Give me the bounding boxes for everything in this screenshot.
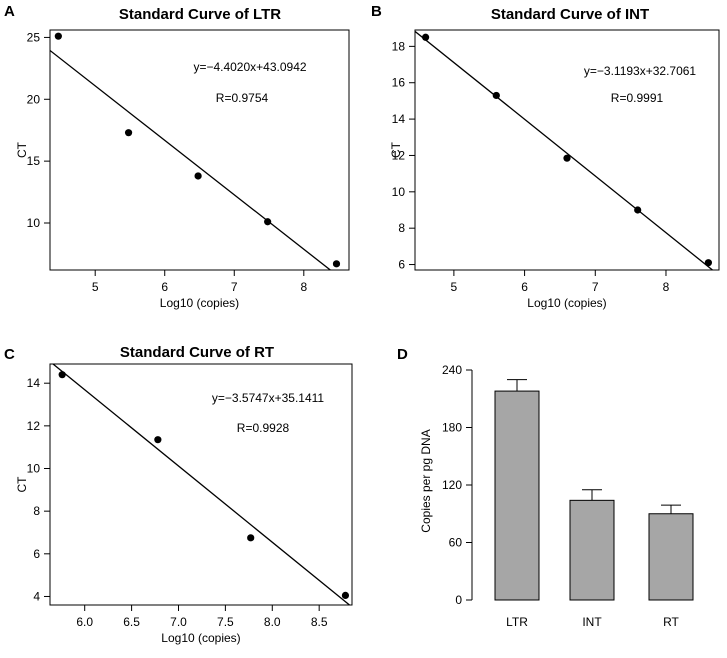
x-tick-label: 8.0 [264,615,281,629]
y-tick-label: 16 [392,76,406,90]
y-tick-label: 10 [27,462,41,476]
data-point [58,371,66,379]
data-point [341,591,350,600]
y-axis-label: CT [389,141,403,158]
x-tick-label: 5 [451,280,458,294]
x-tick-label: 7 [231,280,238,294]
fit-equation: y=−4.4020x+43.0942 [193,60,306,74]
y-tick-label: 8 [33,504,40,518]
fit-equation: y=−3.5747x+35.1411 [212,391,325,405]
y-axis-label: Copies per pg DNA [419,429,433,532]
x-tick-label: 6 [521,280,528,294]
regression-line [52,364,351,605]
fit-equation: y=−3.1193x+32.7061 [584,64,697,78]
regression-line [415,30,714,270]
x-tick-label: 7.5 [217,615,234,629]
y-axis-label: CT [15,476,29,493]
chart-title: Standard Curve of LTR [119,6,281,23]
x-tick-label: 8.5 [311,615,328,629]
y-tick-label: 25 [27,30,41,44]
y-tick-label: 18 [392,39,406,53]
x-tick-label: 7.0 [170,615,187,629]
data-point [247,534,255,542]
data-point [194,172,202,180]
bar-int [569,499,615,601]
data-point [54,32,62,40]
y-tick-label: 4 [33,589,40,603]
y-tick-label: 6 [398,258,405,272]
x-tick-label: 6.5 [123,615,140,629]
panel-label-d: D [397,346,408,363]
data-point [634,206,642,214]
y-tick-label: 60 [449,536,463,550]
bar-ltr [494,390,540,601]
data-point [124,129,133,137]
x-axis-label: Log10 (copies) [161,631,240,645]
x-tick-label: 8 [663,280,670,294]
x-category-label: INT [582,615,602,629]
x-category-label: LTR [506,615,528,629]
panel-label-b: B [371,3,382,20]
y-tick-label: 15 [27,154,41,168]
correlation-label: R=0.9754 [216,91,269,105]
data-point [492,91,500,100]
x-axis-label: Log10 (copies) [160,296,239,310]
y-tick-label: 14 [392,112,406,126]
y-tick-label: 180 [442,421,462,435]
plot-frame [49,29,350,271]
panel-label-a: A [4,3,15,20]
correlation-label: R=0.9991 [611,91,664,105]
y-tick-label: 12 [392,148,406,162]
y-tick-label: 8 [398,221,405,235]
y-tick-label: 240 [442,363,462,377]
y-tick-label: 0 [455,593,462,607]
x-axis-label: Log10 (copies) [527,296,606,310]
bar-rt [648,513,694,601]
data-point [563,154,571,162]
x-category-label: RT [663,615,679,629]
y-tick-label: 12 [27,419,41,433]
data-point [704,259,712,267]
x-tick-label: 7 [592,280,599,294]
regression-line [50,49,332,270]
y-tick-label: 14 [27,376,41,390]
data-point [154,436,162,444]
x-tick-label: 6.0 [76,615,93,629]
y-tick-label: 10 [27,216,41,230]
data-point [422,33,430,41]
x-tick-label: 6 [161,280,168,294]
y-axis-label: CT [15,141,29,158]
data-point [332,260,341,268]
data-point [264,218,272,226]
plot-frame [49,363,353,606]
correlation-label: R=0.9928 [237,421,290,435]
y-tick-label: 20 [27,92,41,106]
x-tick-label: 8 [300,280,307,294]
panel-label-c: C [4,346,15,363]
chart-title: Standard Curve of RT [120,344,274,361]
plot-frame [414,29,720,271]
y-tick-label: 120 [442,478,462,492]
y-tick-label: 10 [392,185,406,199]
x-tick-label: 5 [92,280,99,294]
y-tick-label: 6 [33,547,40,561]
chart-title: Standard Curve of INT [491,6,649,23]
